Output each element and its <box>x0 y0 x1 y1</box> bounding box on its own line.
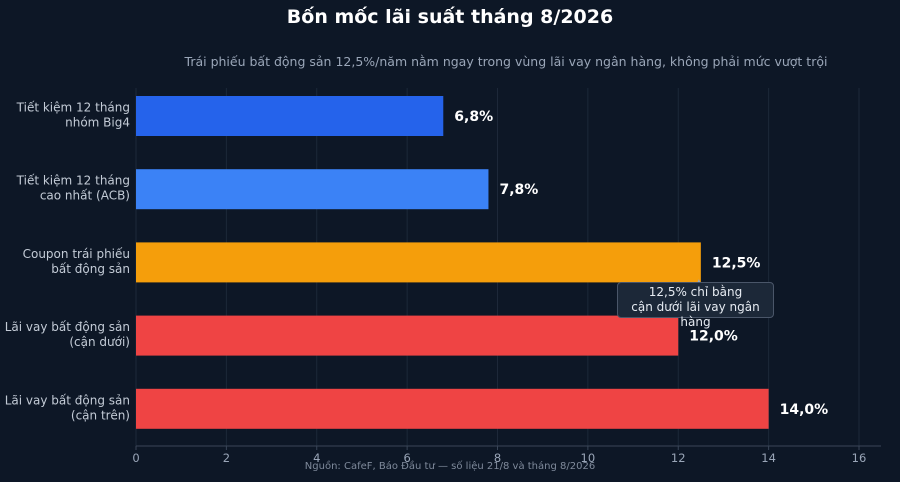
data-label: 14,0% <box>780 402 829 418</box>
x-tick-label: 16 <box>852 451 867 465</box>
category-label: Lãi vay bất động sản <box>5 393 130 407</box>
category-label: (cận dưới) <box>69 335 130 349</box>
category-label: cao nhất (ACB) <box>40 189 130 203</box>
category-label: Lãi vay bất động sản <box>5 320 130 334</box>
category-label: bất động sản <box>51 262 130 276</box>
data-label: 12,5% <box>712 255 761 271</box>
x-tick-label: 4 <box>313 451 320 465</box>
category-label: Tiết kiệm 12 tháng <box>16 174 130 188</box>
category-label: Tiết kiệm 12 tháng <box>16 101 130 115</box>
x-tick-label: 12 <box>671 451 686 465</box>
bar <box>136 315 679 356</box>
bar <box>136 388 769 429</box>
x-tick-label: 14 <box>761 451 776 465</box>
x-tick-label: 2 <box>223 451 230 465</box>
data-label: 12,0% <box>689 329 738 345</box>
x-tick-label: 8 <box>494 451 501 465</box>
bar <box>136 242 701 283</box>
category-label: nhóm Big4 <box>65 116 130 130</box>
annotation-line-1: 12,5% chỉ bằng <box>648 285 743 299</box>
chart-title: Bốn mốc lãi suất tháng 8/2026 <box>286 6 614 28</box>
x-tick-label: 0 <box>132 451 139 465</box>
annotation-box: 12,5% chỉ bằng cận dưới lãi vay ngân hàn… <box>617 282 774 329</box>
data-label: 7,8% <box>499 182 538 198</box>
bar <box>136 169 489 210</box>
x-tick-label: 10 <box>581 451 596 465</box>
chart-subtitle: Trái phiếu bất động sản 12,5%/năm nằm ng… <box>184 54 828 69</box>
annotation-line-2: cận dưới lãi vay ngân hàng <box>631 300 760 329</box>
category-label: (cận trên) <box>71 408 130 422</box>
data-label: 6,8% <box>454 109 493 125</box>
category-label: Coupon trái phiếu <box>23 247 130 261</box>
bar <box>136 96 444 136</box>
x-tick-label: 6 <box>403 451 410 465</box>
chart-source: Nguồn: CafeF, Báo Đầu tư — số liệu 21/8 … <box>304 461 596 472</box>
